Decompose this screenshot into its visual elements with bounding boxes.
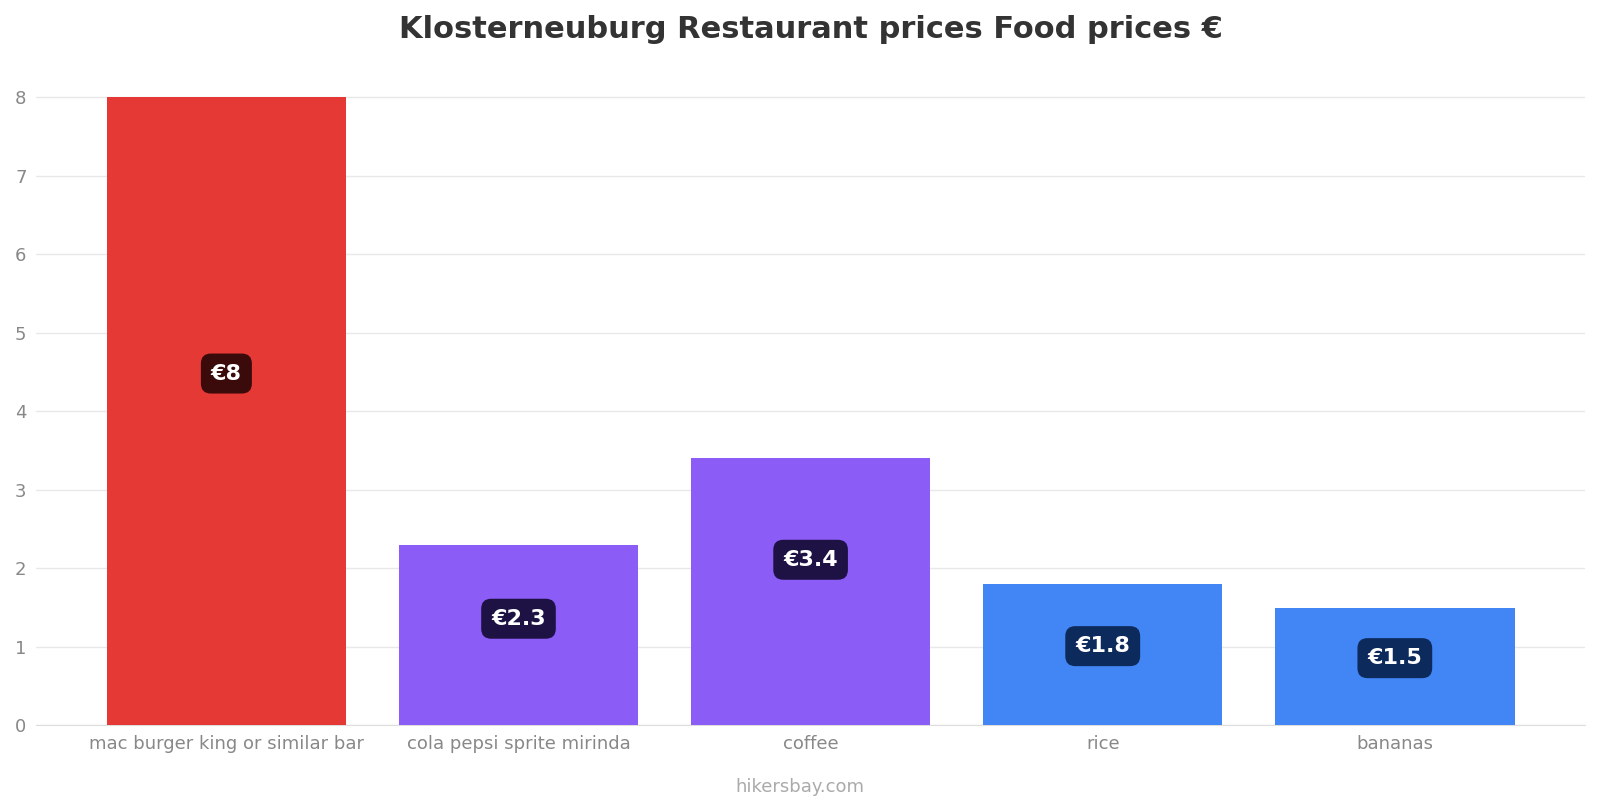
Text: €1.5: €1.5 xyxy=(1368,648,1422,668)
Bar xyxy=(691,458,930,726)
Bar xyxy=(982,584,1222,726)
Text: hikersbay.com: hikersbay.com xyxy=(736,778,864,796)
Text: €2.3: €2.3 xyxy=(491,609,546,629)
Bar xyxy=(398,545,638,726)
Text: €1.8: €1.8 xyxy=(1075,636,1130,656)
Bar xyxy=(1275,607,1515,726)
Bar xyxy=(107,97,346,726)
Text: €3.4: €3.4 xyxy=(784,550,838,570)
Title: Klosterneuburg Restaurant prices Food prices €: Klosterneuburg Restaurant prices Food pr… xyxy=(398,15,1222,44)
Text: €8: €8 xyxy=(211,363,242,383)
